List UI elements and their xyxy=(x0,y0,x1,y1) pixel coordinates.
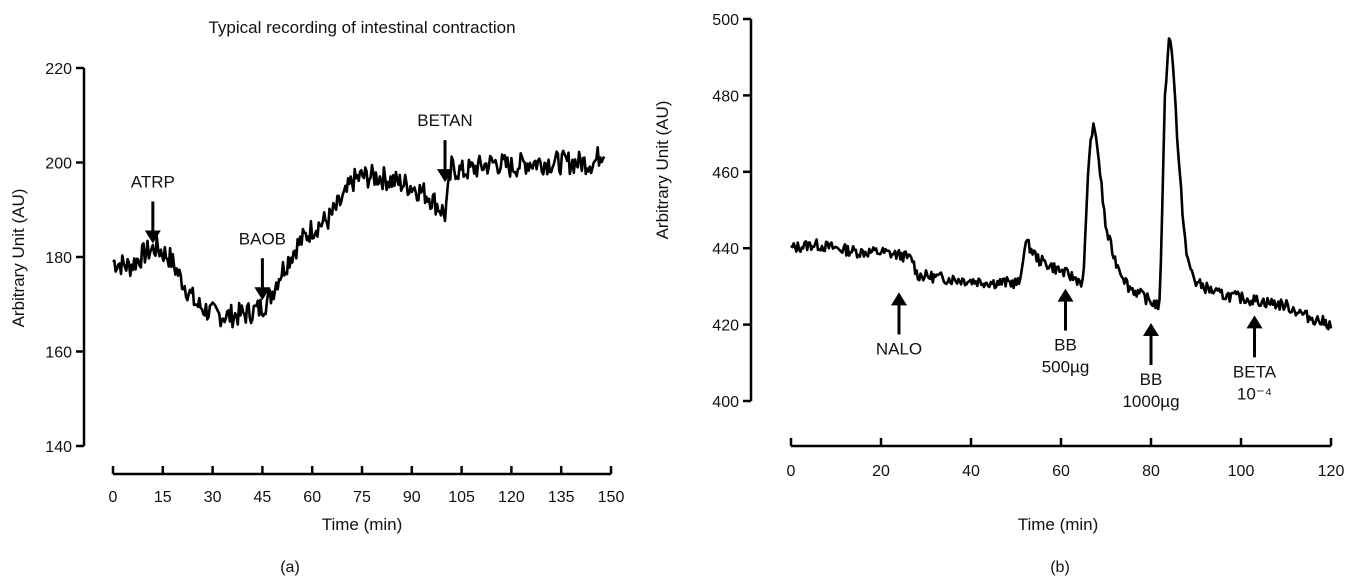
panel-b-y-axis-title: Arbitrary Unit (AU) xyxy=(653,101,672,240)
panel-a-y-tick-label-2: 180 xyxy=(45,250,72,267)
panel-a-x-tick-label-8: 120 xyxy=(498,489,525,506)
panel-a-annotations: ATRP BAOB BETAN xyxy=(131,111,473,301)
panel-b-series-0-line xyxy=(790,37,1333,331)
panel-a-series xyxy=(112,146,606,329)
panel-a-x-tick-label-10: 150 xyxy=(598,489,625,506)
arrow-head xyxy=(254,287,271,301)
arrow-icon xyxy=(1057,288,1074,331)
panel-b-y-tick-label-4: 480 xyxy=(712,88,739,105)
arrow-icon xyxy=(1143,322,1159,365)
panel-a-y-tick-label-3: 200 xyxy=(45,156,72,173)
panel-b-annotation-sublabel-3: 10⁻⁴ xyxy=(1237,384,1272,403)
panel-a-annotation-0: ATRP xyxy=(131,173,175,244)
panel-b-x-tick-label-2: 40 xyxy=(962,463,980,480)
panel-a-annotation-2: BETAN xyxy=(417,111,473,183)
arrow-icon xyxy=(144,201,161,244)
panel-b-annotation-sublabel-2: 1000µg xyxy=(1122,392,1179,411)
arrow-icon xyxy=(891,292,907,335)
arrow-icon xyxy=(1246,315,1263,358)
panel-a-y-tick-label-4: 220 xyxy=(45,61,72,78)
panel-b-annotation-label-0: NALO xyxy=(876,339,922,358)
panel-a-y-tick-label-1: 160 xyxy=(45,345,72,362)
panel-a-x-ticks: 0 15 30 45 60 75 90 105 120 135 150 xyxy=(109,466,625,506)
panel-b-y-tick-label-1: 420 xyxy=(712,318,739,335)
panel-a-label: (a) xyxy=(280,559,300,576)
panel-b-x-tick-label-4: 80 xyxy=(1142,463,1160,480)
panel-b-series xyxy=(790,37,1333,331)
panel-a-annotation-1: BAOB xyxy=(239,229,286,301)
arrow-icon xyxy=(254,258,271,301)
panel-b-annotation-label-3: BETA xyxy=(1233,362,1277,381)
panel-a-x-tick-label-2: 30 xyxy=(204,489,222,506)
panel-b: Arbitrary Unit (AU) Time (min) (b) 40042… xyxy=(653,12,1344,576)
arrow-head xyxy=(891,292,907,306)
panel-a-x-tick-label-7: 105 xyxy=(448,489,475,506)
panel-b-y-tick-label-5: 500 xyxy=(712,12,739,29)
panel-a-x-tick-label-4: 60 xyxy=(303,489,321,506)
panel-a-x-tick-label-5: 75 xyxy=(353,489,371,506)
panel-a-annotation-label-1: BAOB xyxy=(239,229,286,248)
panel-a-annotation-label-0: ATRP xyxy=(131,173,175,192)
panel-b-x-axis-title: Time (min) xyxy=(1018,515,1099,534)
panel-b-x-tick-label-0: 0 xyxy=(787,463,796,480)
panel-a-series-0-line xyxy=(112,146,606,329)
arrow-head xyxy=(1143,322,1159,336)
panel-b-label: (b) xyxy=(1050,559,1070,576)
panel-a-y-axis-title: Arbitrary Unit (AU) xyxy=(9,189,28,328)
panel-b-annotation-sublabel-1: 500µg xyxy=(1042,358,1090,377)
panel-b-x-tick-label-1: 20 xyxy=(872,463,890,480)
panel-a-x-tick-label-0: 0 xyxy=(109,489,118,506)
panel-a-x-axis-title: Time (min) xyxy=(322,515,403,534)
arrow-head xyxy=(1057,288,1074,302)
panel-b-y-ticks: 400 420 440 460 480 500 xyxy=(712,12,751,411)
panel-b-annotation-3: BETA 10⁻⁴ xyxy=(1233,315,1277,403)
arrow-head xyxy=(437,169,453,183)
panel-b-x-tick-label-5: 100 xyxy=(1228,463,1255,480)
panel-b-annotation-1: BB 500µg xyxy=(1042,288,1090,377)
panel-a-x-tick-label-3: 45 xyxy=(254,489,272,506)
panel-b-annotation-label-2: BB xyxy=(1140,370,1163,389)
panel-b-annotation-label-1: BB xyxy=(1054,336,1077,355)
panel-b-y-tick-label-0: 400 xyxy=(712,394,739,411)
panel-b-x-ticks: 0 20 40 60 80 100 120 xyxy=(787,438,1345,480)
arrow-head xyxy=(1246,315,1263,329)
panel-b-annotation-2: BB 1000µg xyxy=(1122,322,1180,411)
panel-a-x-tick-label-1: 15 xyxy=(154,489,172,506)
panel-a-annotation-label-2: BETAN xyxy=(417,111,472,130)
panel-a-y-tick-label-0: 140 xyxy=(45,439,72,456)
panel-a-x-tick-label-6: 90 xyxy=(403,489,421,506)
panel-a-title: Typical recording of intestinal contract… xyxy=(208,18,515,37)
panel-b-y-tick-label-3: 460 xyxy=(712,165,739,182)
panel-b-x-tick-label-3: 60 xyxy=(1052,463,1070,480)
panel-a-x-tick-label-9: 135 xyxy=(548,489,575,506)
arrow-head xyxy=(144,230,161,244)
panel-b-annotation-0: NALO xyxy=(876,292,922,358)
panel-a-y-ticks: 140 160 180 200 220 xyxy=(45,61,84,456)
arrow-icon xyxy=(437,140,453,183)
panel-b-y-tick-label-2: 440 xyxy=(712,241,739,258)
panel-b-annotations: NALO BB 500µg BB 1000µg BETA 10⁻⁴ xyxy=(876,288,1277,411)
panel-a: Typical recording of intestinal contract… xyxy=(9,18,624,576)
panel-b-x-tick-label-6: 120 xyxy=(1318,463,1345,480)
